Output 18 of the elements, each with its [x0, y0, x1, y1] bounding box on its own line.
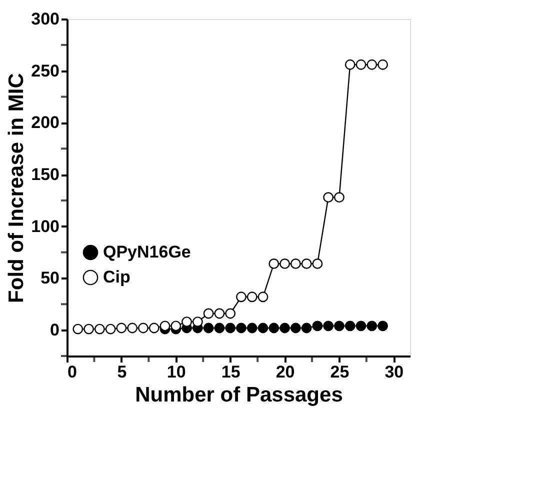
- x-tick-label: 20: [276, 362, 295, 382]
- x-tick-label: 5: [117, 362, 127, 382]
- y-axis-title: Fold of Increase in MIC: [5, 73, 28, 303]
- legend-label: Cip: [103, 268, 130, 286]
- x-tick-label: 30: [384, 362, 404, 382]
- y-tick-label: 50: [40, 268, 60, 288]
- x-tick-label: 15: [221, 362, 240, 382]
- legend-label: QPyN16Ge: [103, 242, 191, 262]
- y-tick-label: 200: [31, 113, 60, 132]
- x-axis-title: Number of Passages: [135, 384, 343, 406]
- x-tick-label: 0: [68, 362, 77, 382]
- y-tick-label: 250: [31, 61, 60, 80]
- y-tick-label: 100: [31, 216, 60, 236]
- y-tick-label: 150: [31, 165, 60, 184]
- x-tick-label: 10: [166, 362, 186, 382]
- y-tick-label: 0: [50, 320, 60, 340]
- x-tick-label: 25: [330, 362, 350, 382]
- y-tick-label: 300: [31, 10, 60, 28]
